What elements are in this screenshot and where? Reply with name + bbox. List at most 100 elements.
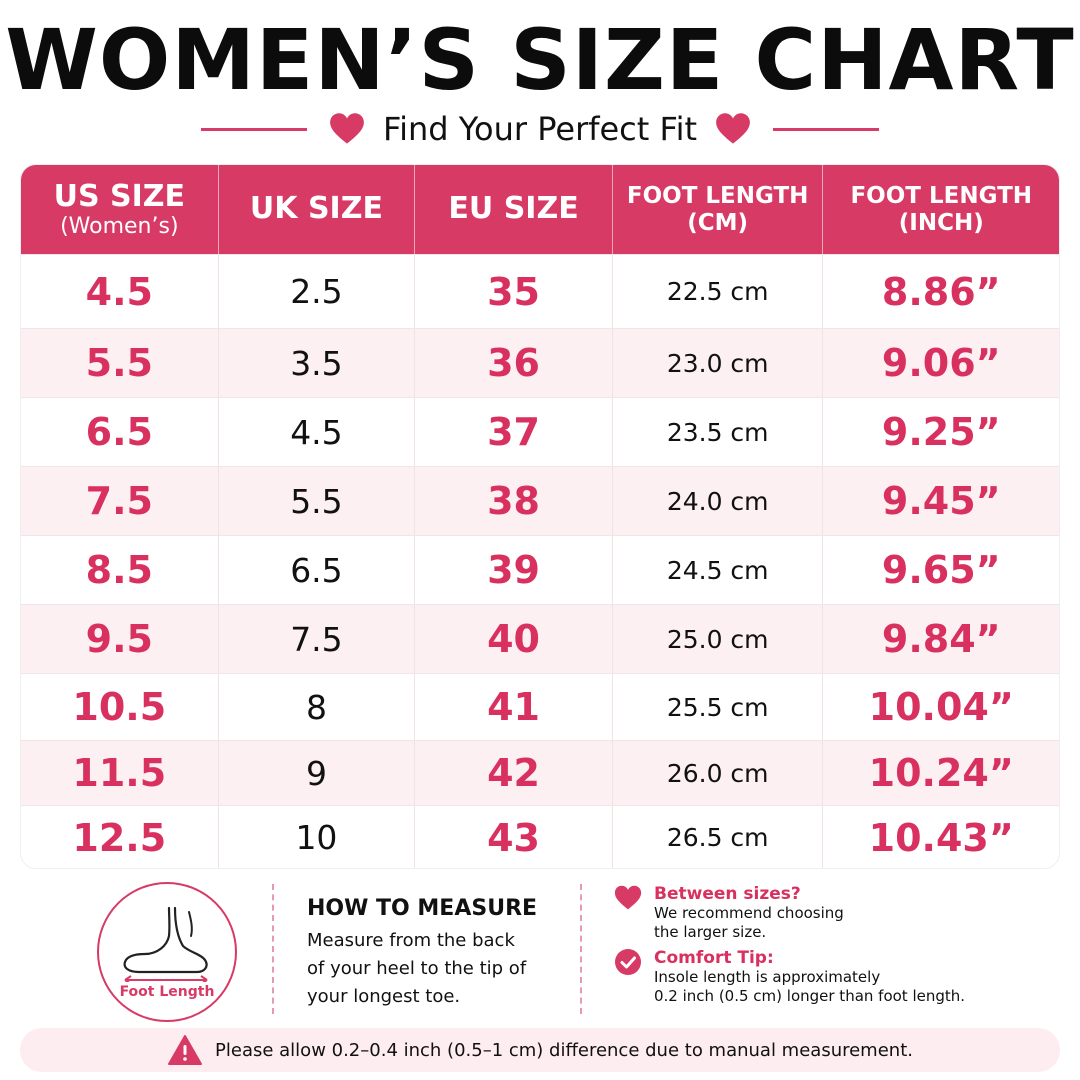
cell-value: 12.5 bbox=[72, 815, 167, 860]
header-eu-size: EU SIZE bbox=[415, 165, 613, 254]
text-line: your longest toe. bbox=[307, 986, 461, 1007]
notice-text: Please allow 0.2–0.4 inch (0.5–1 cm) dif… bbox=[215, 1039, 913, 1061]
table-cell: 10 bbox=[219, 806, 416, 868]
notice-bar: Please allow 0.2–0.4 inch (0.5–1 cm) dif… bbox=[20, 1028, 1060, 1072]
table-cell: 9.25” bbox=[823, 398, 1059, 466]
cell-value: 4.5 bbox=[290, 412, 343, 452]
table-cell: 23.0 cm bbox=[613, 329, 824, 397]
page-title: WOMEN’S SIZE CHART bbox=[5, 11, 1075, 109]
header-label: EU SIZE bbox=[448, 191, 579, 227]
divider-right bbox=[773, 127, 879, 131]
cell-value: 39 bbox=[487, 548, 540, 592]
cell-value: 9.5 bbox=[85, 617, 153, 661]
header-us-size: US SIZE (Women’s) bbox=[21, 165, 219, 254]
how-to-measure: HOW TO MEASURE Measure from the back of … bbox=[307, 896, 567, 1011]
table-cell: 25.5 cm bbox=[613, 674, 824, 740]
table-cell: 9.45” bbox=[823, 467, 1059, 535]
table-row: 6.5 4.5 37 23.5 cm 9.25” bbox=[21, 397, 1059, 466]
table-cell: 41 bbox=[415, 674, 613, 740]
cell-value: 35 bbox=[487, 269, 540, 314]
table-cell: 10.5 bbox=[21, 674, 219, 740]
table-cell: 9.5 bbox=[21, 605, 219, 673]
header-uk-size: UK SIZE bbox=[219, 165, 416, 254]
text-line: 0.2 inch (0.5 cm) longer than foot lengt… bbox=[654, 987, 966, 1005]
table-cell: 5.5 bbox=[219, 467, 416, 535]
text-line: of your heel to the tip of bbox=[307, 958, 527, 979]
table-cell: 23.5 cm bbox=[613, 398, 824, 466]
cell-value: 6.5 bbox=[85, 410, 153, 454]
header-label: US SIZE bbox=[53, 178, 186, 214]
table-cell: 8.5 bbox=[21, 536, 219, 604]
tip-text: We recommend choosing the larger size. bbox=[654, 904, 1054, 942]
cell-value: 25.5 cm bbox=[666, 692, 769, 722]
cell-value: 23.5 cm bbox=[666, 417, 769, 447]
cell-value: 10.24” bbox=[868, 751, 1014, 795]
table-cell: 9.65” bbox=[823, 536, 1059, 604]
how-to-measure-text: Measure from the back of your heel to th… bbox=[307, 927, 567, 1011]
foot-icon bbox=[123, 906, 208, 982]
cell-value: 2.5 bbox=[290, 272, 343, 311]
table-cell: 9.06” bbox=[823, 329, 1059, 397]
cell-value: 10.04” bbox=[868, 685, 1014, 729]
cell-value: 7.5 bbox=[290, 619, 343, 659]
cell-value: 36 bbox=[487, 341, 540, 385]
cell-value: 5.5 bbox=[85, 341, 153, 385]
cell-value: 6.5 bbox=[290, 550, 343, 590]
table-cell: 24.0 cm bbox=[613, 467, 824, 535]
heart-icon bbox=[330, 113, 364, 144]
cell-value: 43 bbox=[487, 815, 540, 860]
table-cell: 8.86” bbox=[823, 255, 1059, 328]
how-to-measure-heading: HOW TO MEASURE bbox=[307, 896, 538, 921]
subtitle: Find Your Perfect Fit bbox=[383, 110, 697, 148]
cell-value: 3.5 bbox=[290, 343, 343, 383]
cell-value: 26.0 cm bbox=[666, 758, 769, 788]
table-row: 4.5 2.5 35 22.5 cm 8.86” bbox=[21, 254, 1059, 328]
table-cell: 43 bbox=[415, 806, 613, 868]
header-foot-length-cm: FOOT LENGTH (CM) bbox=[613, 165, 824, 254]
cell-value: 10.43” bbox=[868, 815, 1014, 860]
cell-value: 10.5 bbox=[72, 685, 167, 729]
divider bbox=[580, 884, 582, 1014]
table-cell: 40 bbox=[415, 605, 613, 673]
table-body: 4.5 2.5 35 22.5 cm 8.86” 5.5 3.5 36 23.0 cm 9.06”… bbox=[21, 254, 1059, 868]
tips: Between sizes? We recommend choosing the… bbox=[614, 884, 1054, 1012]
table-row: 7.5 5.5 38 24.0 cm 9.45” bbox=[21, 466, 1059, 535]
cell-value: 23.0 cm bbox=[666, 348, 769, 378]
foot-diagram: Foot Length bbox=[97, 882, 237, 1022]
size-table: US SIZE (Women’s) UK SIZE EU SIZE FOOT L… bbox=[20, 164, 1060, 869]
table-row: 8.5 6.5 39 24.5 cm 9.65” bbox=[21, 535, 1059, 604]
header-sublabel: (CM) bbox=[687, 209, 749, 236]
cell-value: 24.0 cm bbox=[666, 486, 769, 516]
header-label: UK SIZE bbox=[249, 191, 383, 227]
table-row: 5.5 3.5 36 23.0 cm 9.06” bbox=[21, 328, 1059, 397]
divider-left bbox=[201, 127, 307, 131]
cell-value: 37 bbox=[487, 410, 540, 454]
table-cell: 4.5 bbox=[219, 398, 416, 466]
header-label: FOOT LENGTH bbox=[850, 183, 1033, 210]
table-cell: 12.5 bbox=[21, 806, 219, 868]
table-cell: 26.0 cm bbox=[613, 741, 824, 805]
cell-value: 4.5 bbox=[85, 269, 153, 314]
subtitle-row: Find Your Perfect Fit bbox=[0, 104, 1080, 154]
cell-value: 40 bbox=[487, 617, 540, 661]
header-foot-length-inch: FOOT LENGTH (INCH) bbox=[823, 165, 1059, 254]
tip-comfort: Comfort Tip: Insole length is approximat… bbox=[614, 948, 1054, 1006]
cell-value: 8.5 bbox=[85, 548, 153, 592]
foot-length-label: Foot Length bbox=[119, 984, 215, 1000]
cell-value: 7.5 bbox=[85, 479, 153, 523]
cell-value: 41 bbox=[487, 685, 540, 729]
tip-between-sizes: Between sizes? We recommend choosing the… bbox=[614, 884, 1054, 942]
tip-heading: Comfort Tip: bbox=[654, 948, 774, 968]
cell-value: 9.06” bbox=[881, 341, 1001, 385]
text-line: the larger size. bbox=[654, 923, 767, 941]
cell-value: 5.5 bbox=[290, 481, 343, 521]
cell-value: 26.5 cm bbox=[666, 823, 769, 852]
table-cell: 5.5 bbox=[21, 329, 219, 397]
cell-value: 9.84” bbox=[881, 617, 1001, 661]
table-cell: 35 bbox=[415, 255, 613, 328]
table-cell: 36 bbox=[415, 329, 613, 397]
table-cell: 6.5 bbox=[219, 536, 416, 604]
table-row: 11.5 9 42 26.0 cm 10.24” bbox=[21, 740, 1059, 805]
table-cell: 25.0 cm bbox=[613, 605, 824, 673]
table-cell: 9.84” bbox=[823, 605, 1059, 673]
